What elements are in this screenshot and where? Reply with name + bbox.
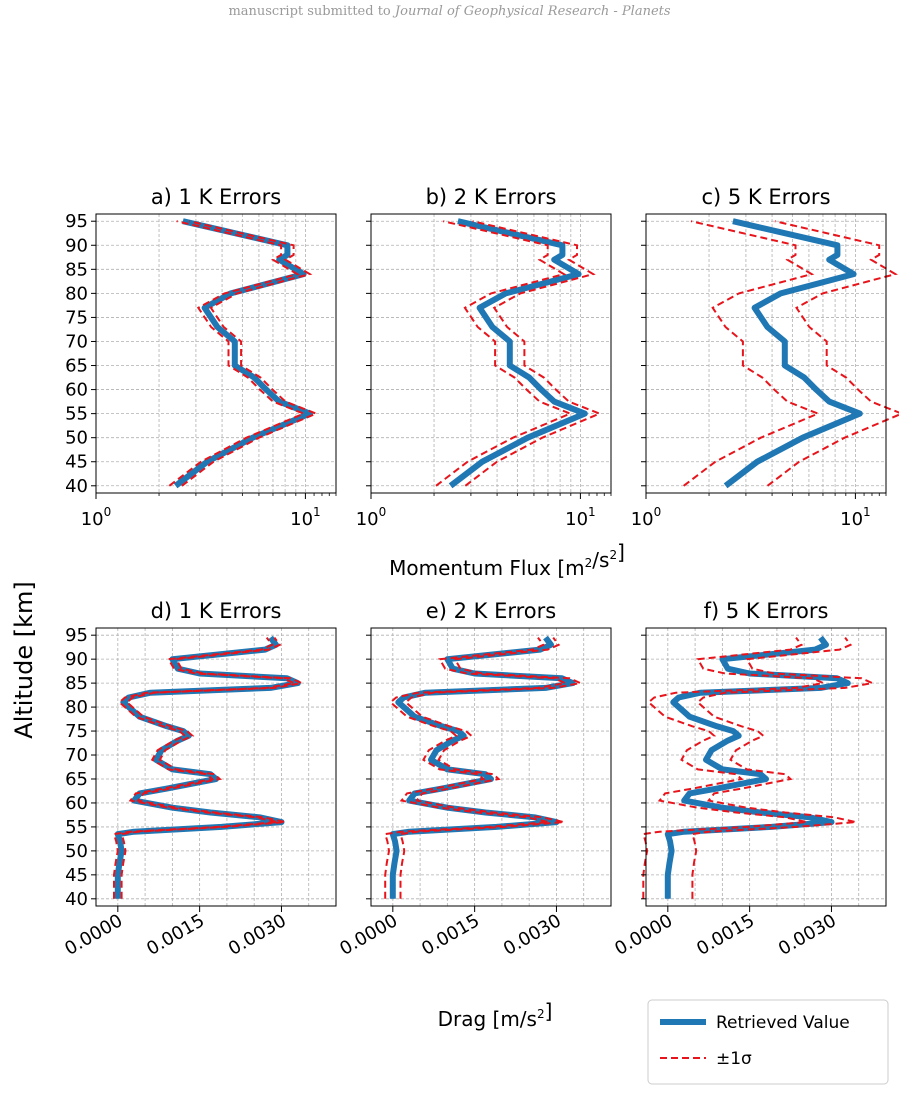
panel-b: b) 2 K Errors 100 101	[356, 185, 612, 530]
y-tick-label: 75	[65, 307, 88, 328]
axes-frame	[370, 213, 612, 494]
panel-a: a) 1 K Errors 40 45 50 55 60 65 70 75 80 85 90 95 100…	[65, 185, 337, 530]
panel-title: b) 2 K Errors	[426, 185, 557, 209]
y-tick-label: 90	[65, 649, 88, 670]
panel-title: c) 5 K Errors	[701, 185, 830, 209]
panel-title: f) 5 K Errors	[704, 599, 829, 623]
y-tick-label: 90	[65, 235, 88, 256]
y-tick-label: 55	[65, 404, 88, 425]
sigma-lower-line	[383, 636, 569, 899]
legend: Retrieved Value ±1σ	[647, 999, 889, 1085]
panel-c: c) 5 K Errors 100 101	[631, 185, 899, 530]
x-tick-label: 0.0015	[418, 910, 483, 960]
x-tick-label: 0.0000	[611, 910, 676, 960]
x-tick-label: 101	[840, 505, 871, 530]
panel-title: a) 1 K Errors	[151, 185, 281, 209]
y-tick-label: 80	[65, 283, 88, 304]
y-tick-label: 65	[65, 769, 88, 790]
y-tick-label: 85	[65, 673, 88, 694]
axes-frame	[645, 627, 887, 907]
x-tick-label: 101	[565, 505, 596, 530]
y-tick-label: 65	[65, 356, 88, 377]
x-tick-label: 0.0030	[775, 910, 840, 960]
y-tick-label: 70	[65, 745, 88, 766]
header-prefix: manuscript submitted to	[228, 4, 395, 19]
y-tick-label: 60	[65, 380, 88, 401]
manuscript-header: manuscript submitted to Journal of Geoph…	[0, 4, 899, 19]
legend-box	[647, 999, 889, 1085]
drag-axis-label: Drag [m/s2]	[438, 999, 553, 1031]
y-tick-label: 45	[65, 452, 88, 473]
x-tick-label: 100	[81, 505, 112, 530]
panel-f: f) 5 K Errors 0.0000 0.0015 0.0030	[611, 599, 887, 960]
axes-frame	[645, 213, 887, 494]
y-tick-label: 95	[65, 211, 88, 232]
y-tick-label: 80	[65, 697, 88, 718]
y-tick-label: 95	[65, 625, 88, 646]
sigma-lower-line	[112, 636, 298, 899]
retrieved-line	[664, 635, 851, 899]
axes-frame	[370, 627, 612, 907]
x-tick-label: 0.0030	[225, 910, 290, 960]
retrieved-line	[723, 218, 863, 489]
y-tick-label: 45	[65, 865, 88, 886]
y-tick-label: 85	[65, 259, 88, 280]
panel-d: d) 1 K Errors 40 45 50 55 60 65 70 75 80 85 90 95 0.0…	[61, 599, 337, 960]
x-tick-label: 100	[631, 505, 662, 530]
axes-frame	[95, 627, 337, 907]
x-tick-label: 0.0015	[143, 910, 208, 960]
sigma-upper-line	[181, 220, 319, 487]
y-tick-label: 50	[65, 841, 88, 862]
y-tick-label: 70	[65, 331, 88, 352]
journal-name: Journal of Geophysical Research - Planet…	[394, 4, 671, 19]
panel-title: e) 2 K Errors	[426, 599, 556, 623]
y-tick-label: 40	[65, 889, 88, 910]
retrieved-line	[448, 218, 588, 489]
retrieved-line	[173, 218, 313, 489]
x-tick-label: 100	[356, 505, 387, 530]
x-tick-label: 0.0015	[693, 910, 758, 960]
y-tick-label: 55	[65, 817, 88, 838]
panel-e: e) 2 K Errors 0.0000 0.0015 0.0030	[336, 599, 612, 960]
sigma-lower-line	[168, 220, 307, 487]
y-tick-label: 40	[65, 476, 88, 497]
legend-retrieved-label: Retrieved Value	[716, 1013, 850, 1033]
sigma-upper-line	[464, 220, 603, 487]
x-tick-label: 101	[290, 505, 321, 530]
legend-sigma-label: ±1σ	[716, 1049, 752, 1069]
y-tick-label: 75	[65, 721, 88, 742]
x-tick-label: 0.0000	[336, 910, 401, 960]
sigma-lower-line	[435, 220, 573, 487]
axes-frame	[95, 213, 337, 494]
sigma-lower-line	[683, 220, 821, 487]
momentum-flux-axis-label: Momentum Flux [m2/s2]	[389, 540, 625, 580]
y-tick-label: 60	[65, 793, 88, 814]
sigma-upper-line	[766, 220, 899, 487]
x-tick-label: 0.0000	[61, 910, 126, 960]
y-axis-label: Altitude [km]	[10, 581, 38, 738]
panel-title: d) 1 K Errors	[151, 599, 282, 623]
x-tick-label: 0.0030	[500, 910, 565, 960]
y-tick-label: 50	[65, 428, 88, 449]
